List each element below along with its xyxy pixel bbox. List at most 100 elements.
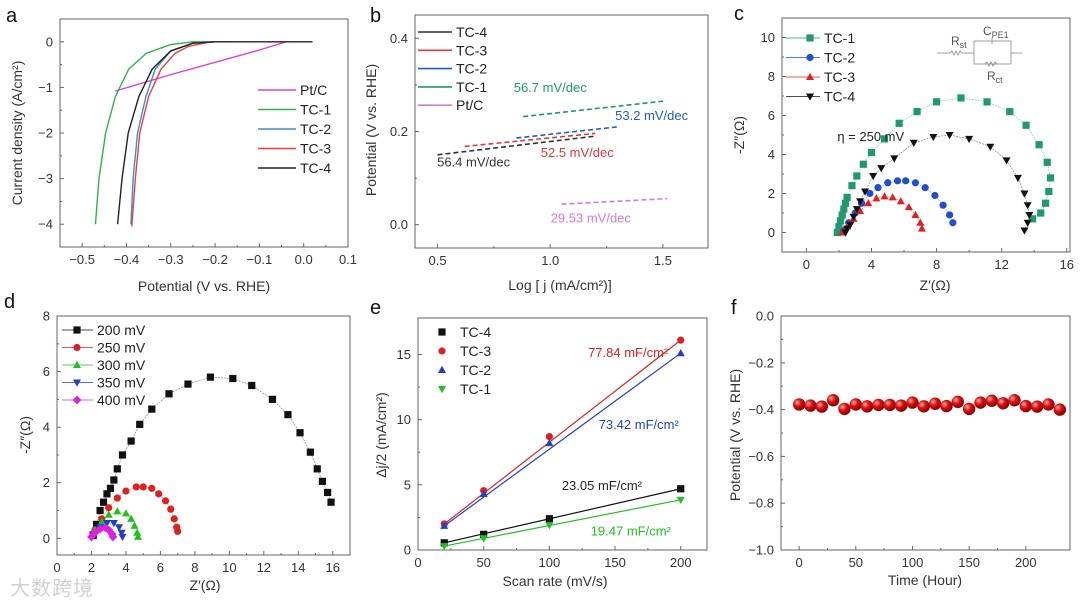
data-point [479, 489, 488, 497]
legend-item: TC-4 [258, 160, 331, 176]
legend-label: 350 mV [97, 375, 146, 391]
data-point [986, 143, 995, 151]
y-tick-label: −0.2 [748, 355, 774, 370]
x-tick-label: −0.3 [158, 252, 184, 267]
data-point [849, 213, 858, 222]
y-axis-title: Potential (V vs. RHE) [727, 369, 743, 501]
legend-label: TC-1 [824, 30, 855, 46]
x-tick-label: 1.5 [654, 253, 672, 268]
data-point [1006, 108, 1014, 116]
legend-item: Pt/C [258, 82, 327, 98]
data-point [677, 336, 685, 344]
data-point [229, 374, 237, 383]
x-tick-label: −0.4 [114, 252, 140, 267]
data-point [165, 390, 173, 398]
annotation: 73.42 mF/cm² [599, 417, 680, 432]
resistor-icon [949, 50, 963, 56]
label-cpe1-main: C [983, 24, 992, 38]
data-point [872, 398, 885, 412]
data-point [895, 119, 903, 127]
data-point [148, 484, 156, 492]
series-line [516, 126, 618, 139]
data-point [833, 228, 841, 237]
panel-label: e [370, 297, 381, 319]
series-400-mv [87, 523, 118, 542]
series-pt-c [561, 197, 668, 205]
data-point [132, 483, 140, 491]
label-cpe1-sub: PE1 [992, 30, 1009, 40]
annotation: η = 250 mV [837, 129, 904, 144]
data-point [479, 535, 488, 543]
series-line [116, 41, 313, 225]
panel-f: f 0 50 100 150 200 0.0 −0.2 −0.4 −0.6 −0.8 −1.0 Time… [727, 297, 1071, 588]
annotation: 29.53 mV/dec [551, 210, 632, 225]
data-point [884, 179, 892, 187]
series-250-mv [91, 483, 182, 535]
series-line [130, 41, 233, 225]
y-tick-label: 0.0 [756, 309, 774, 324]
x-tick-label: 200 [670, 555, 692, 570]
legend-label: TC-1 [460, 381, 491, 397]
data-point [99, 498, 108, 506]
data-point [869, 172, 878, 181]
panel-b: b 0.5 1.0 1.5 0.0 0.2 0.4 Log [ j (mA/cm²)] Pote… [363, 5, 709, 293]
legend-item: 300 mV [62, 357, 146, 373]
data-point [856, 198, 865, 206]
annotation: 56.4 mV/dec [437, 154, 510, 169]
x-axis-title: Z′(Ω) [190, 577, 221, 593]
data-point [440, 521, 449, 529]
legend-label: Pt/C [456, 97, 483, 113]
data-point [117, 529, 126, 537]
y-tick-label: 10 [761, 30, 775, 45]
data-point [104, 510, 113, 518]
series-line [561, 197, 668, 205]
data-point [940, 399, 953, 413]
series-line [437, 135, 596, 156]
data-point [318, 477, 327, 485]
series-200-mv [89, 373, 335, 540]
data-point [951, 395, 964, 409]
x-tick-label: 0.0 [295, 252, 313, 267]
data-point [880, 192, 889, 200]
data-point [127, 437, 135, 445]
data-point [888, 193, 897, 201]
y-tick-label: −0.6 [748, 449, 774, 464]
series-tc-4 [437, 135, 596, 156]
x-axis-title: Z′(Ω) [920, 277, 951, 293]
data-point [826, 394, 840, 407]
annotation: 23.05 mF/cm² [562, 478, 643, 493]
legend-marker [438, 328, 446, 336]
y-tick-label: 0 [43, 531, 50, 546]
x-axis-title: Log [ j (mA/cm²)] [508, 277, 611, 293]
data-point [130, 521, 139, 529]
series-line [94, 41, 216, 225]
data-point [206, 373, 214, 381]
series-350-mv [89, 520, 127, 542]
data-point [676, 496, 685, 505]
data-point [974, 396, 987, 409]
data-point [1025, 211, 1034, 220]
data-point [109, 520, 118, 528]
data-point [867, 148, 876, 157]
series-line [464, 132, 596, 148]
legend-marker [73, 360, 81, 368]
y-tick-label: −4 [38, 217, 53, 232]
data-point [1045, 187, 1053, 196]
y-tick-label: −0.4 [748, 402, 774, 417]
series-stability [792, 394, 1067, 416]
legend-label: TC-2 [824, 50, 855, 66]
x-tick-label: 14 [291, 560, 305, 575]
y-tick-label: 8 [43, 309, 50, 324]
data-point [916, 218, 925, 226]
data-point [1020, 227, 1029, 235]
resistor-icon [984, 61, 998, 67]
data-point [1035, 141, 1043, 149]
data-point [841, 199, 850, 207]
y-axis-title: -Z″(Ω) [17, 416, 33, 454]
data-point [917, 224, 926, 232]
series-tc-4 [841, 132, 1034, 237]
data-point [1046, 174, 1055, 182]
series-line [837, 97, 1051, 233]
legend-item: 250 mV [62, 340, 146, 356]
legend-label: TC-1 [456, 79, 487, 95]
